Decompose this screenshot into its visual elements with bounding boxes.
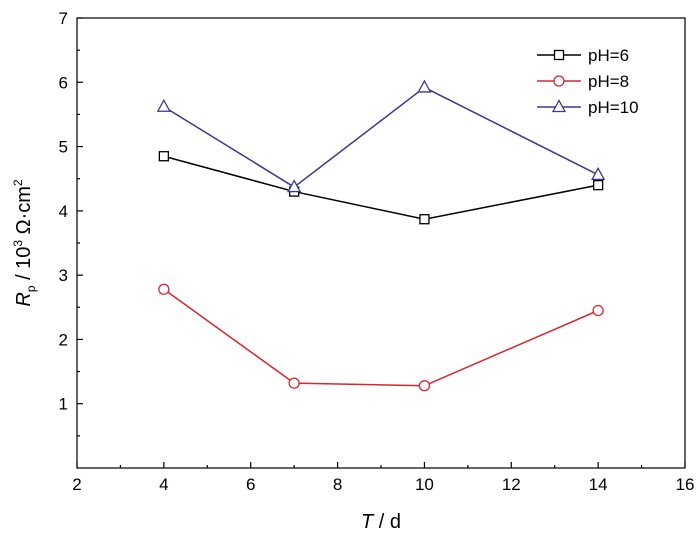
legend-marker-ph8 <box>553 75 565 87</box>
series-line-ph8 <box>163 288 599 387</box>
y-tick-label: 7 <box>59 9 68 28</box>
data-point-ph10 <box>287 179 302 193</box>
data-point-ph10 <box>156 98 171 112</box>
series-line-ph6 <box>163 155 599 220</box>
series-line-ph10 <box>163 86 599 188</box>
y-tick-label: 5 <box>59 138 68 157</box>
x-tick-label: 2 <box>72 475 81 494</box>
y-axis-pre: / 10 <box>13 247 35 286</box>
y-tick-label: 2 <box>59 330 68 349</box>
y-tick-label: 4 <box>59 202 68 221</box>
x-axis-title: T / d <box>361 511 401 533</box>
legend-label-ph6: pH=6 <box>588 46 629 65</box>
x-tick-label: 8 <box>333 475 342 494</box>
y-axis-mid: Ω·cm <box>13 186 35 240</box>
y-axis-exp2: 2 <box>11 179 25 186</box>
data-point-ph8 <box>418 380 431 392</box>
legend-marker-ph6 <box>553 49 565 61</box>
data-point-ph6 <box>592 179 604 191</box>
x-tick-label: 12 <box>502 475 521 494</box>
x-tick-label: 10 <box>415 475 434 494</box>
legend-label-ph10: pH=10 <box>588 98 639 117</box>
x-axis-rest: / d <box>373 511 401 533</box>
y-axis-sub: p <box>24 285 38 292</box>
y-tick-label: 6 <box>59 73 68 92</box>
y-axis-exp: 3 <box>11 240 25 247</box>
data-point-ph6 <box>419 214 430 225</box>
y-axis-var: R <box>13 292 35 306</box>
y-tick-label: 1 <box>59 395 68 414</box>
x-axis-var: T <box>361 511 375 533</box>
x-tick-label: 6 <box>246 475 255 494</box>
x-tick-label: 14 <box>589 475 608 494</box>
data-point-ph8 <box>288 377 300 389</box>
legend-marker-ph10 <box>551 99 567 113</box>
y-axis-title: Rp / 103 Ω·cm2 <box>11 179 38 307</box>
data-point-ph8 <box>158 283 170 295</box>
data-point-ph10 <box>417 79 432 93</box>
x-tick-label: 4 <box>159 475 168 494</box>
x-tick-label: 16 <box>676 475 695 494</box>
data-point-ph10 <box>591 166 606 181</box>
y-tick-label: 3 <box>59 266 68 285</box>
legend-label-ph8: pH=8 <box>588 72 629 91</box>
data-point-ph6 <box>158 151 170 162</box>
data-point-ph8 <box>592 304 604 317</box>
